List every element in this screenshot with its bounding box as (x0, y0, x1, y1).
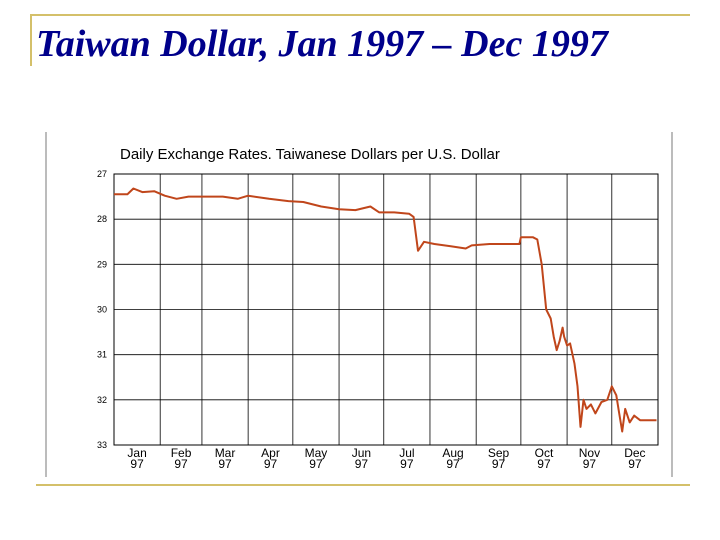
y-tick-label: 27 (97, 169, 107, 179)
footer-rule (36, 484, 690, 486)
x-tick-year: 97 (583, 457, 597, 471)
x-tick-year: 97 (537, 457, 551, 471)
x-tick-year: 97 (628, 457, 642, 471)
x-tick-year: 97 (174, 457, 188, 471)
x-tick-month: Aug (442, 446, 463, 460)
y-axis-ticks: 27 28 29 30 31 32 33 (97, 169, 107, 450)
x-tick-year: 97 (355, 457, 369, 471)
chart-title: Daily Exchange Rates. Taiwanese Dollars … (120, 146, 500, 163)
x-tick-month: Mar (215, 446, 236, 460)
x-tick-month: Dec (624, 446, 645, 460)
x-axis-ticks: Jan97Feb97Mar97Apr97May97Jun97Jul97Aug97… (127, 446, 645, 471)
x-tick-year: 97 (492, 457, 506, 471)
x-tick-year: 97 (130, 457, 144, 471)
x-tick-month: Nov (579, 446, 600, 460)
y-tick-label: 33 (97, 440, 107, 450)
x-tick-month: Oct (535, 446, 554, 460)
title-rule-horizontal (30, 14, 690, 16)
x-tick-month: Jan (127, 446, 146, 460)
exchange-rate-chart: Daily Exchange Rates. Taiwanese Dollars … (44, 132, 674, 477)
x-tick-month: Jun (352, 446, 371, 460)
x-tick-month: May (305, 446, 328, 460)
x-tick-month: Feb (171, 446, 192, 460)
y-tick-label: 29 (97, 259, 107, 269)
chart-grid (113, 173, 659, 446)
series-line-twd-per-usd (114, 187, 657, 433)
x-tick-year: 97 (400, 457, 414, 471)
x-tick-year: 97 (446, 457, 460, 471)
x-tick-month: Jul (399, 446, 414, 460)
x-tick-month: Apr (261, 446, 280, 460)
x-tick-month: Sep (488, 446, 510, 460)
x-tick-year: 97 (218, 457, 232, 471)
slide-title: Taiwan Dollar, Jan 1997 – Dec 1997 (36, 23, 608, 65)
chart-svg: Daily Exchange Rates. Taiwanese Dollars … (45, 132, 673, 477)
y-tick-label: 30 (97, 305, 107, 315)
x-tick-year: 97 (264, 457, 278, 471)
title-rule-vertical (30, 14, 32, 66)
x-tick-year: 97 (309, 457, 323, 471)
y-tick-label: 31 (97, 350, 107, 360)
y-tick-label: 28 (97, 214, 107, 224)
y-tick-label: 32 (97, 395, 107, 405)
